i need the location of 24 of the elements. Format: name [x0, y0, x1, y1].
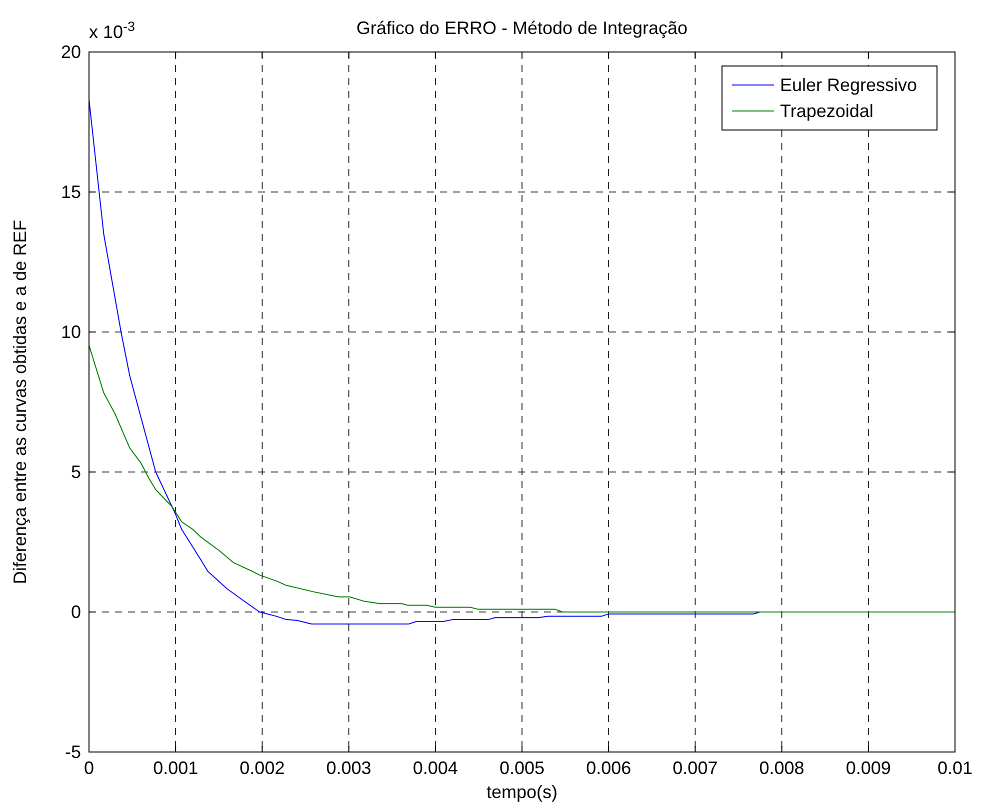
y-tick-label: -5: [64, 742, 81, 762]
x-tick-label: 0: [84, 758, 94, 778]
x-tick-label: 0.007: [672, 758, 718, 778]
x-tick-label: 0.004: [412, 758, 458, 778]
legend-label: Euler Regressivo: [780, 75, 918, 95]
y-tick-label: 15: [60, 182, 81, 202]
x-tick-label: 0.006: [586, 758, 632, 778]
x-tick-label: 0.002: [240, 758, 285, 778]
x-tick-label: 0.001: [153, 758, 198, 778]
text: x 10$^{-3}$: [89, 18, 136, 42]
legend-label: Trapezoidal: [780, 101, 874, 121]
y-tick-label: 5: [70, 462, 81, 482]
x-axis-title: tempo(s): [486, 782, 558, 802]
line-series: [88, 344, 956, 612]
y-axis-title: Diferença entre as curvas obtidas e a de REF: [10, 220, 30, 584]
y-tick-label: 0: [70, 602, 81, 622]
y-tick-label: 10: [60, 322, 81, 342]
x-tick-label: 0.005: [499, 758, 545, 778]
x-tick-label: 0.01: [937, 758, 973, 778]
x-tick-label: 0.003: [326, 758, 372, 778]
x-tick-label: 0.009: [846, 758, 891, 778]
x-tick-label: 0.008: [759, 758, 804, 778]
chart-title: Gráfico do ERRO - Método de Integração: [356, 18, 688, 38]
y-tick-label: 20: [60, 42, 81, 62]
